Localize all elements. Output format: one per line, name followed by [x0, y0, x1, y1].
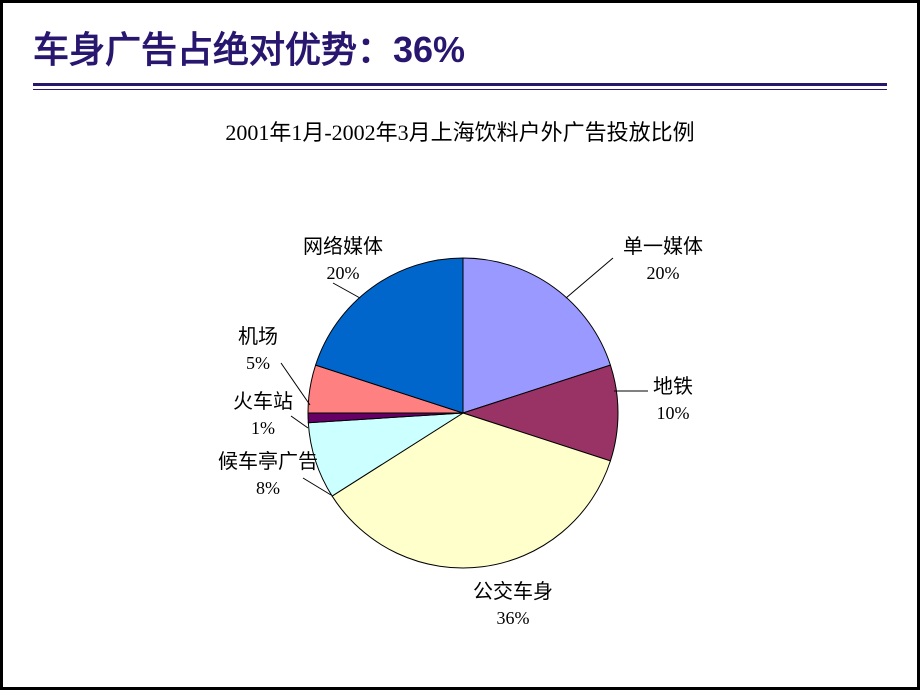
slide: 车身广告占绝对优势：36% 2001年1月-2002年3月上海饮料户外广告投放比…: [0, 0, 920, 690]
slice-label-name: 地铁: [653, 373, 693, 401]
slice-label: 地铁10%: [653, 373, 693, 426]
slice-label-pct: 20%: [303, 261, 383, 286]
slice-label: 火车站1%: [233, 388, 293, 441]
leader-line: [566, 258, 613, 298]
slice-label: 网络媒体20%: [303, 233, 383, 286]
slice-label-name: 网络媒体: [303, 233, 383, 261]
slice-label-name: 候车亭广告: [218, 448, 318, 476]
divider-thick: [33, 83, 887, 86]
slice-label-pct: 10%: [653, 401, 693, 426]
slice-label: 单一媒体20%: [623, 233, 703, 286]
slice-label-pct: 1%: [233, 416, 293, 441]
slide-title: 车身广告占绝对优势：36%: [33, 21, 465, 73]
slice-label: 公交车身36%: [473, 578, 553, 631]
leader-line: [291, 416, 308, 428]
slice-label-pct: 36%: [473, 606, 553, 631]
slice-label-name: 公交车身: [473, 578, 553, 606]
slice-label-pct: 5%: [238, 351, 278, 376]
slice-label-pct: 8%: [218, 476, 318, 501]
slice-label-name: 机场: [238, 323, 278, 351]
slice-label: 候车亭广告8%: [218, 448, 318, 501]
chart-subtitle: 2001年1月-2002年3月上海饮料户外广告投放比例: [3, 115, 917, 147]
slice-label-name: 火车站: [233, 388, 293, 416]
pie-chart: 单一媒体20%地铁10%公交车身36%候车亭广告8%火车站1%机场5%网络媒体2…: [173, 183, 753, 643]
slice-label: 机场5%: [238, 323, 278, 376]
divider-thin: [33, 89, 887, 90]
slice-label-pct: 20%: [623, 261, 703, 286]
slice-label-name: 单一媒体: [623, 233, 703, 261]
